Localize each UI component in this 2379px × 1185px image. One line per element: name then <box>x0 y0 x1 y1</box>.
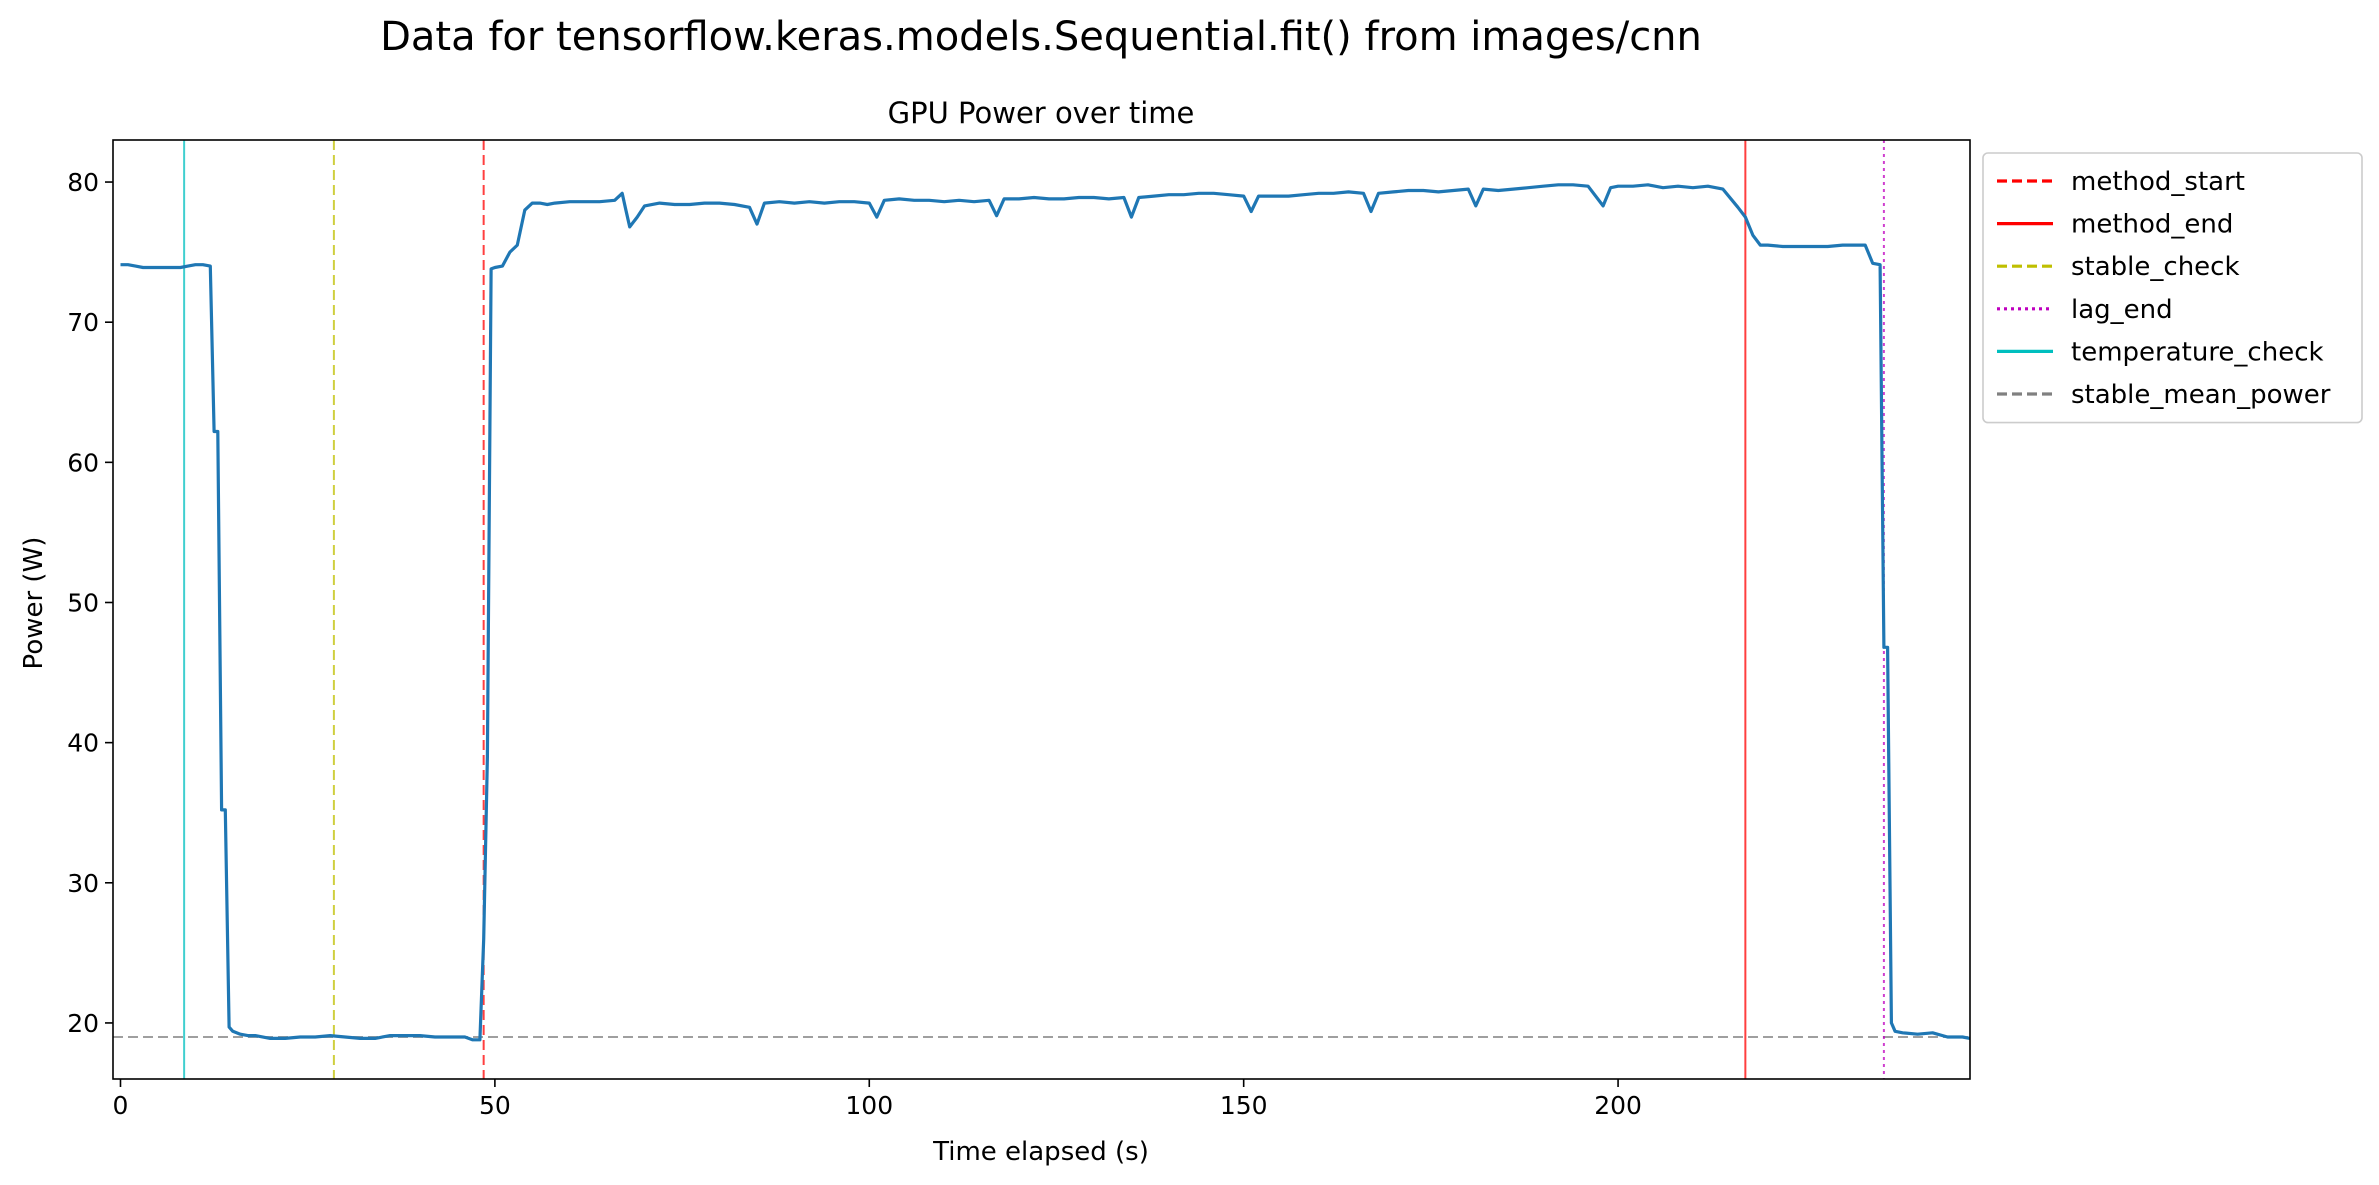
series-line-0 <box>120 183 1971 1042</box>
x-tick-label: 0 <box>113 1091 129 1120</box>
y-tick-label: 50 <box>67 588 99 617</box>
plot-area <box>113 140 1971 1079</box>
y-tick-label: 70 <box>67 308 99 337</box>
y-tick-label: 20 <box>67 1009 99 1038</box>
y-tick-label: 40 <box>67 729 99 758</box>
x-axis-label: Time elapsed (s) <box>932 1137 1149 1167</box>
x-tick-label: 100 <box>845 1091 893 1120</box>
chart-title: GPU Power over time <box>888 96 1195 130</box>
y-tick-label: 30 <box>67 869 99 898</box>
legend-label-lag_end: lag_end <box>2071 295 2173 325</box>
legend-label-temperature_check: temperature_check <box>2071 337 2324 367</box>
x-tick-label: 200 <box>1594 1091 1642 1120</box>
legend-label-method_start: method_start <box>2071 167 2245 197</box>
legend-label-stable_check: stable_check <box>2071 252 2240 282</box>
y-tick-label: 80 <box>67 168 99 197</box>
legend: method_start method_end stable_check lag_en… <box>1982 152 2363 424</box>
chart-suptitle: Data for tensorflow.keras.models.Sequent… <box>380 14 1702 60</box>
x-tick-label: 50 <box>479 1091 511 1120</box>
legend-label-method_end: method_end <box>2071 210 2233 240</box>
legend-box <box>1982 152 2363 424</box>
y-axis-label: Power (W) <box>19 537 49 670</box>
plot-frame <box>112 139 1971 1080</box>
legend-label-stable_mean_power: stable_mean_power <box>2071 380 2331 410</box>
y-tick-label: 60 <box>67 448 99 477</box>
axis-ticks: 0 50 100 150 200 20 30 40 50 60 70 80 <box>67 168 1642 1120</box>
x-tick-label: 150 <box>1220 1091 1268 1120</box>
y-axis-label-group: Power (W) <box>19 537 49 670</box>
